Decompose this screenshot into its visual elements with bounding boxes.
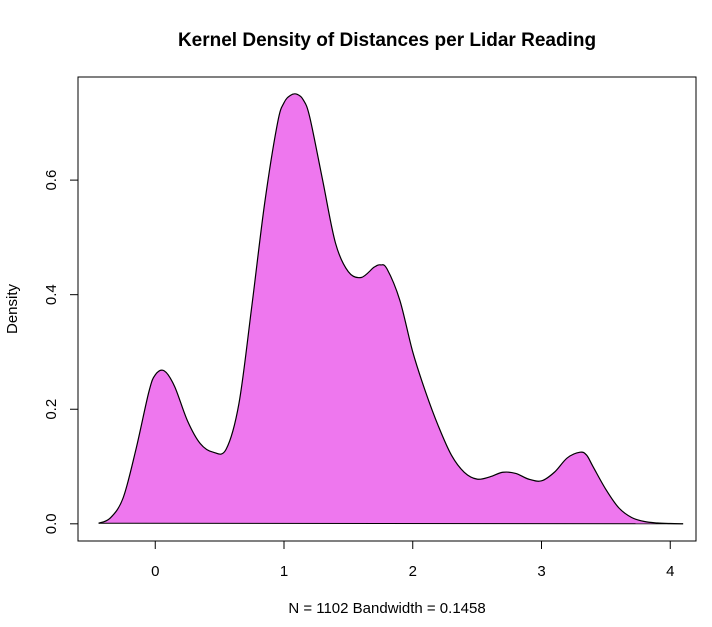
y-tick-label: 0.0 <box>43 513 60 534</box>
density-area-layer <box>98 93 684 525</box>
x-tick-label: 3 <box>537 563 545 580</box>
density-curve <box>98 93 684 525</box>
y-tick-label: 0.2 <box>43 399 60 420</box>
density-area <box>98 93 684 524</box>
y-axis-label: Density <box>4 283 21 334</box>
x-axis-label: N = 1102 Bandwidth = 0.1458 <box>288 600 485 617</box>
x-tick-label: 0 <box>151 563 159 580</box>
x-axis: 0 1 2 3 4 <box>151 540 674 580</box>
y-tick-label: 0.4 <box>43 284 60 305</box>
chart-title: Kernel Density of Distances per Lidar Re… <box>178 30 596 51</box>
x-tick-label: 4 <box>666 563 674 580</box>
y-tick-label: 0.6 <box>43 170 60 191</box>
x-tick-label: 2 <box>409 563 417 580</box>
x-tick-label: 1 <box>280 563 288 580</box>
density-baseline <box>98 522 684 525</box>
y-axis: 0.0 0.2 0.4 0.6 <box>43 170 79 534</box>
